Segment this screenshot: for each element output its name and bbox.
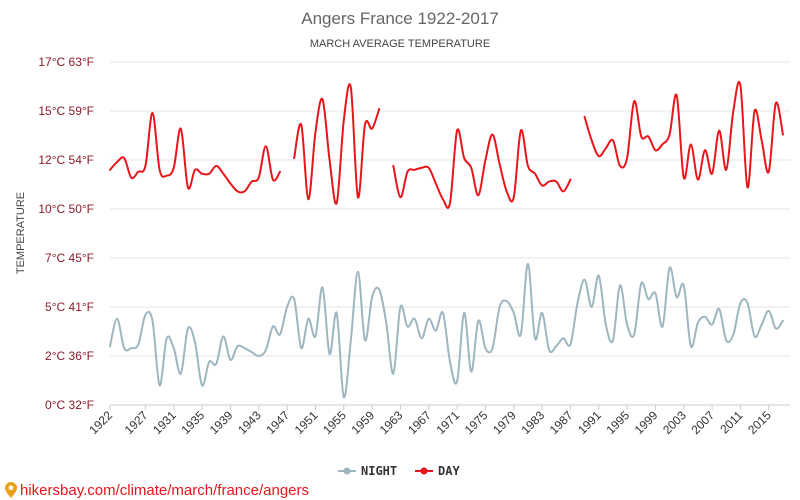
x-tick-label: 1987 — [547, 408, 576, 437]
y-tick-label: 15°C 59°F — [38, 104, 94, 118]
x-tick-label: 1955 — [320, 408, 349, 437]
series-day — [109, 81, 784, 209]
legend-item-day[interactable]: DAY — [415, 464, 460, 478]
legend-item-night[interactable]: NIGHT — [338, 464, 397, 478]
x-tick-label: 2011 — [717, 408, 745, 436]
x-tick-label: 2003 — [660, 408, 689, 437]
legend-label-day: DAY — [438, 464, 460, 478]
y-tick-label: 12°C 54°F — [38, 153, 94, 167]
legend-marker-night — [343, 467, 351, 475]
series-line-night — [109, 262, 784, 399]
x-tick-label: 1999 — [632, 408, 661, 437]
x-tick-label: 1995 — [603, 408, 632, 437]
x-tick-label: 2015 — [745, 408, 774, 437]
x-tick-label: 1967 — [405, 408, 434, 437]
x-tick-label: 1935 — [178, 408, 207, 437]
x-tick-label: 1983 — [518, 408, 547, 437]
y-tick-label: 5°C 41°F — [45, 300, 94, 314]
x-tick-label: 1951 — [292, 408, 321, 437]
x-axis-ticks: 1922 1927 1931 1935 1939 1943 1947 1951 1955 1959… — [86, 405, 774, 437]
series-night — [109, 262, 784, 399]
y-axis-label: TEMPERATURE — [15, 192, 27, 274]
legend-label-night: NIGHT — [361, 464, 397, 478]
x-tick-label: 1963 — [377, 408, 406, 437]
x-tick-label: 1971 — [433, 408, 462, 437]
x-tick-label: 1959 — [348, 408, 377, 437]
series-line-day — [392, 128, 572, 209]
x-tick-label: 1931 — [150, 408, 179, 437]
y-tick-label: 7°C 45°F — [45, 251, 94, 265]
x-tick-label: 2007 — [688, 408, 717, 437]
legend-marker-day — [420, 467, 428, 475]
x-tick-label: 1943 — [235, 408, 264, 437]
watermark[interactable]: hikersbay.com/climate/march/france/anger… — [5, 482, 309, 499]
y-tick-label: 2°C 36°F — [45, 349, 94, 363]
y-tick-label: 10°C 50°F — [38, 202, 94, 216]
y-axis-ticks: 0°C 32°F 2°C 36°F 5°C 41°F 7°C 45°F 10°C 50°… — [38, 55, 94, 412]
y-tick-label: 17°C 63°F — [38, 55, 94, 69]
chart-title: Angers France 1922-2017 — [301, 9, 499, 28]
x-tick-label: 1979 — [490, 408, 519, 437]
series-line-day — [293, 83, 381, 205]
series-lines — [109, 81, 784, 399]
legend: NIGHT DAY — [338, 464, 460, 478]
watermark-text: hikersbay.com/climate/march/france/anger… — [20, 482, 309, 499]
x-tick-label: 1922 — [86, 408, 115, 437]
chart-subtitle: MARCH AVERAGE TEMPERATURE — [310, 38, 490, 50]
location-pin-icon — [5, 482, 17, 498]
x-tick-label: 1947 — [263, 408, 292, 437]
y-tick-label: 0°C 32°F — [45, 398, 94, 412]
series-line-day — [109, 111, 281, 194]
x-tick-label: 1975 — [462, 408, 491, 437]
x-tick-label: 1927 — [122, 408, 151, 437]
x-tick-label: 1939 — [207, 408, 236, 437]
grid — [110, 61, 790, 406]
x-tick-label: 1991 — [575, 408, 604, 437]
series-line-day — [583, 81, 784, 189]
